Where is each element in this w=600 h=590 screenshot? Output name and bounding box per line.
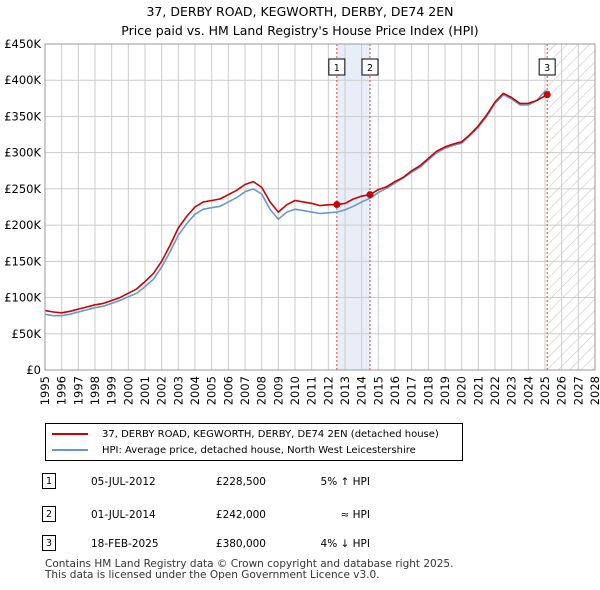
series-group	[45, 90, 551, 317]
y-tick-label: £450K	[4, 37, 41, 51]
sale-point	[333, 200, 341, 208]
sale-label-text: 2	[367, 63, 373, 74]
sale-price: £242,000	[215, 509, 266, 521]
forecast-hatch	[547, 44, 595, 370]
x-tick-label: 2007	[238, 376, 252, 405]
sale-label-box	[538, 58, 556, 76]
plot-background	[45, 44, 595, 370]
legend-item-property: 37, DERBY ROAD, KEGWORTH, DERBY, DE74 2E…	[52, 427, 439, 443]
x-tick-label: 2010	[288, 376, 302, 405]
x-tick-label: 2006	[221, 376, 235, 405]
x-tick-label: 2014	[355, 376, 369, 405]
x-tick-label: 2002	[155, 376, 169, 405]
y-tick-label: £350K	[4, 109, 41, 123]
sale-point	[366, 191, 374, 199]
y-tick-label: £250K	[4, 182, 41, 196]
x-tick-label: 2025	[538, 376, 552, 405]
sale-point	[543, 91, 551, 99]
x-tick-label: 2022	[488, 376, 502, 405]
legend-swatch-hpi	[52, 449, 88, 451]
y-tick-label: £50K	[12, 327, 42, 341]
chart-title: 37, DERBY ROAD, KEGWORTH, DERBY, DE74 2E…	[0, 2, 600, 40]
footer-licence: This data is licensed under the Open Gov…	[45, 569, 380, 581]
x-tick-label: 2021	[471, 376, 485, 405]
y-tick-label: £150K	[4, 254, 41, 268]
x-tick-label: 2020	[455, 376, 469, 405]
x-tick-label: 1999	[105, 376, 119, 405]
chart-plot: 1 2 3 £0 £50K £100K £150K £200K £250K £300K £350K £…	[4, 37, 600, 405]
sale-date: 05-JUL-2012	[91, 476, 156, 488]
x-tick-label: 1998	[88, 376, 102, 405]
title-line-1: 37, DERBY ROAD, KEGWORTH, DERBY, DE74 2E…	[146, 4, 454, 19]
sale-date: 01-JUL-2014	[91, 509, 156, 521]
legend-label-property: 37, DERBY ROAD, KEGWORTH, DERBY, DE74 2E…	[102, 429, 439, 440]
sale-number-badge: 1	[42, 473, 56, 489]
x-tick-label: 2000	[121, 376, 135, 405]
x-tick-label: 2015	[371, 376, 385, 405]
plot-border	[44, 43, 596, 371]
legend: 37, DERBY ROAD, KEGWORTH, DERBY, DE74 2E…	[45, 423, 463, 461]
sale-label-box	[328, 58, 346, 76]
sale-label-box	[361, 58, 379, 76]
footer: Contains HM Land Registry data © Crown c…	[45, 559, 453, 581]
y-tick-label: £200K	[4, 218, 41, 232]
x-tick-label: 2018	[421, 376, 435, 405]
sale-hpi-relation: 5% ↑ HPI	[320, 476, 370, 488]
y-tick-label: £300K	[4, 146, 41, 160]
x-tick-label: 2001	[138, 376, 152, 405]
legend-label-hpi: HPI: Average price, detached house, Nort…	[102, 445, 416, 456]
x-tick-label: 2013	[338, 376, 352, 405]
sale-label-text: 3	[544, 63, 550, 74]
y-tick-label: £100K	[4, 291, 41, 305]
sale-price: £228,500	[215, 476, 266, 488]
title-line-2: Price paid vs. HM Land Registry's House …	[121, 23, 479, 38]
series-line-property	[45, 92, 551, 314]
sale-date: 18-FEB-2025	[91, 538, 159, 550]
footer-copyright: Contains HM Land Registry data © Crown c…	[45, 558, 454, 570]
sale-hpi-relation: 4% ↓ HPI	[320, 538, 370, 550]
sale-label-text: 1	[334, 63, 340, 74]
sale-hpi-relation: ≈ HPI	[340, 509, 370, 521]
x-tick-label: 2028	[588, 376, 600, 405]
y-tick-label: £400K	[4, 73, 41, 87]
x-tick-label: 2005	[205, 376, 219, 405]
x-tick-label: 2008	[255, 376, 269, 405]
y-tick-label: £0	[26, 363, 41, 377]
x-tick-label: 2016	[388, 376, 402, 405]
legend-item-hpi: HPI: Average price, detached house, Nort…	[52, 443, 416, 459]
x-tick-label: 2026	[555, 376, 569, 405]
x-tick-label: 2024	[521, 376, 535, 405]
sale-price: £380,000	[215, 538, 266, 550]
x-tick-label: 2027	[571, 376, 585, 405]
x-tick-label: 1997	[71, 376, 85, 405]
x-tick-label: 2004	[188, 376, 202, 405]
sale-number-badge: 2	[42, 506, 56, 522]
sale-number-badge: 3	[42, 535, 56, 551]
x-tick-label: 2017	[405, 376, 419, 405]
x-tick-label: 2011	[305, 376, 319, 405]
x-tick-label: 2009	[271, 376, 285, 405]
x-tick-label: 2012	[321, 376, 335, 405]
x-tick-label: 2023	[505, 376, 519, 405]
legend-swatch-property	[52, 433, 88, 435]
x-tick-label: 2003	[171, 376, 185, 405]
x-tick-label: 1996	[55, 376, 69, 405]
x-tick-label: 2019	[438, 376, 452, 405]
x-tick-label: 1995	[38, 376, 52, 405]
